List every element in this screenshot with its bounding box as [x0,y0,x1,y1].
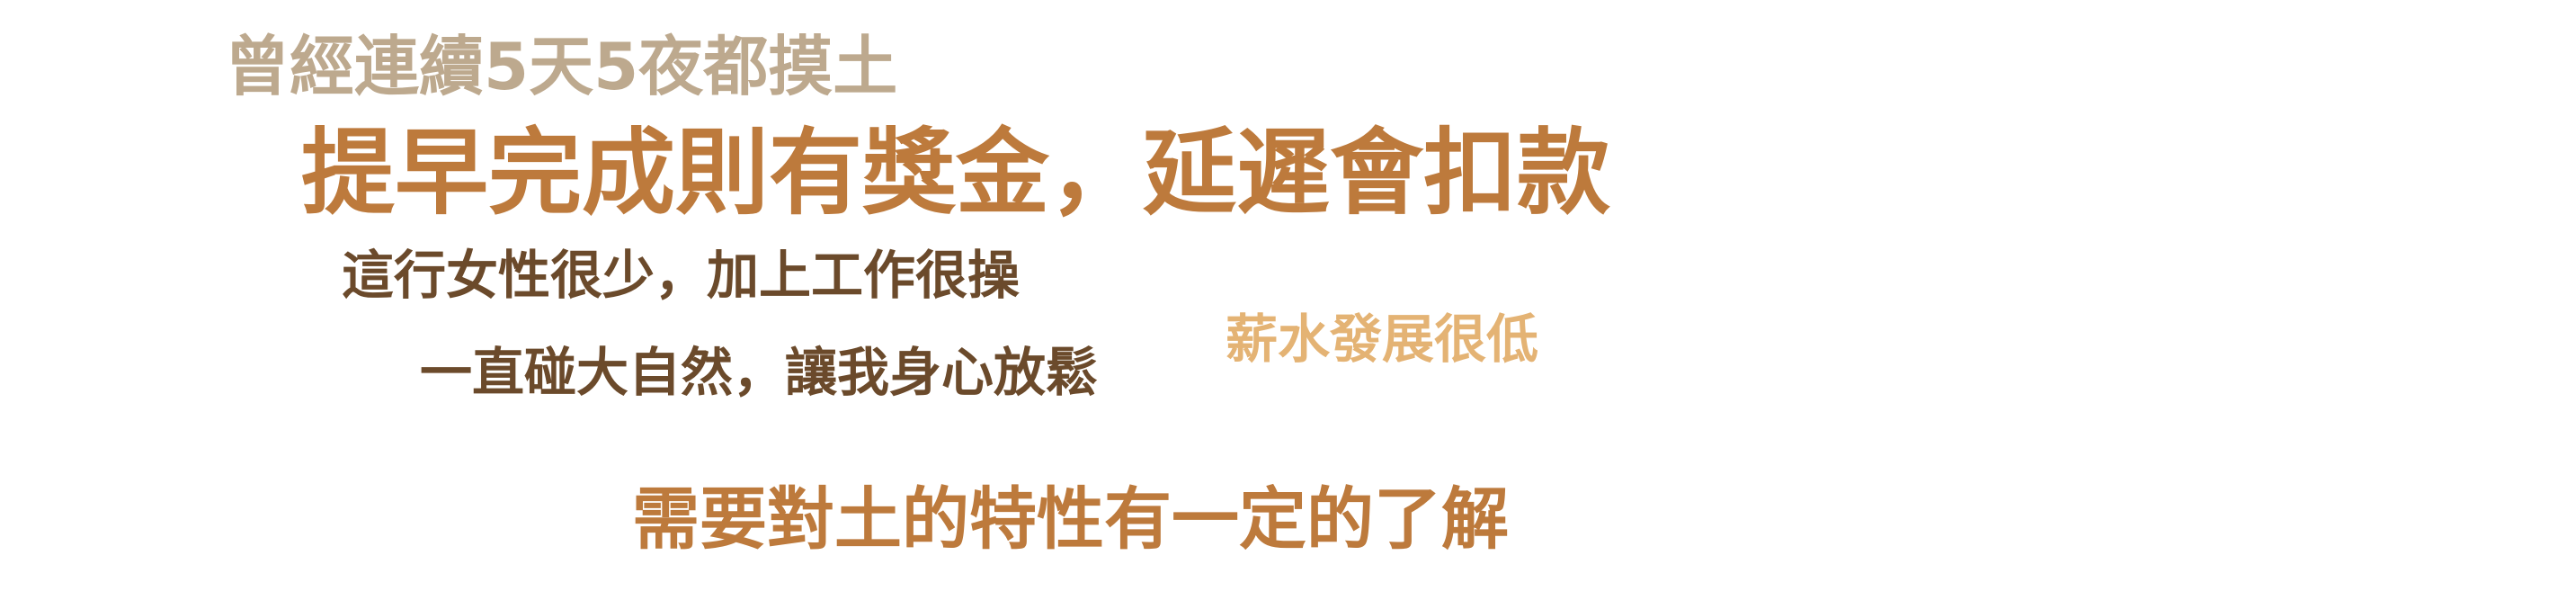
phrase-worked-5-days-5-nights: 曾經連續5天5夜都摸土 [225,29,898,104]
phrase-bonus-and-penalty: 提早完成則有獎金，延遲會扣款 [301,118,1611,228]
phrase-low-salary: 薪水發展很低 [1226,309,1539,370]
phrase-nature-relaxing: 一直碰大自然，讓我身心放鬆 [420,342,1099,403]
phrase-understand-soil: 需要對土的特性有一定的了解 [632,479,1510,559]
phrase-few-women-hard-work: 這行女性很少，加上工作很操 [342,245,1021,306]
